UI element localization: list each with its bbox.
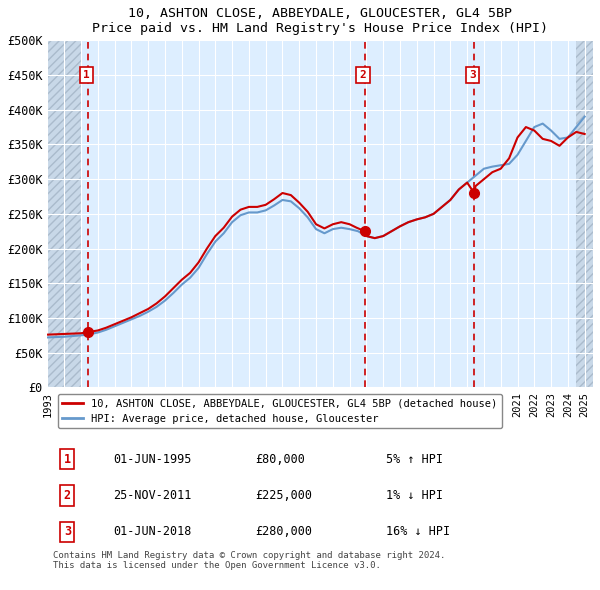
- Text: 01-JUN-2018: 01-JUN-2018: [113, 526, 191, 539]
- Text: 1% ↓ HPI: 1% ↓ HPI: [386, 489, 443, 502]
- Text: £225,000: £225,000: [255, 489, 312, 502]
- Text: 2: 2: [359, 70, 367, 80]
- Text: 01-JUN-1995: 01-JUN-1995: [113, 453, 191, 466]
- Bar: [47, 40, 81, 388]
- Bar: [576, 40, 593, 388]
- Legend: 10, ASHTON CLOSE, ABBEYDALE, GLOUCESTER, GL4 5BP (detached house), HPI: Average : 10, ASHTON CLOSE, ABBEYDALE, GLOUCESTER,…: [58, 394, 502, 428]
- Text: 1: 1: [83, 70, 90, 80]
- Text: 25-NOV-2011: 25-NOV-2011: [113, 489, 191, 502]
- Text: 3: 3: [64, 526, 71, 539]
- Text: £280,000: £280,000: [255, 526, 312, 539]
- Text: 5% ↑ HPI: 5% ↑ HPI: [386, 453, 443, 466]
- Text: 3: 3: [469, 70, 476, 80]
- Text: Contains HM Land Registry data © Crown copyright and database right 2024.
This d: Contains HM Land Registry data © Crown c…: [53, 551, 445, 571]
- Title: 10, ASHTON CLOSE, ABBEYDALE, GLOUCESTER, GL4 5BP
Price paid vs. HM Land Registry: 10, ASHTON CLOSE, ABBEYDALE, GLOUCESTER,…: [92, 7, 548, 35]
- Text: 2: 2: [64, 489, 71, 502]
- Text: 16% ↓ HPI: 16% ↓ HPI: [386, 526, 450, 539]
- Text: 1: 1: [64, 453, 71, 466]
- Text: £80,000: £80,000: [255, 453, 305, 466]
